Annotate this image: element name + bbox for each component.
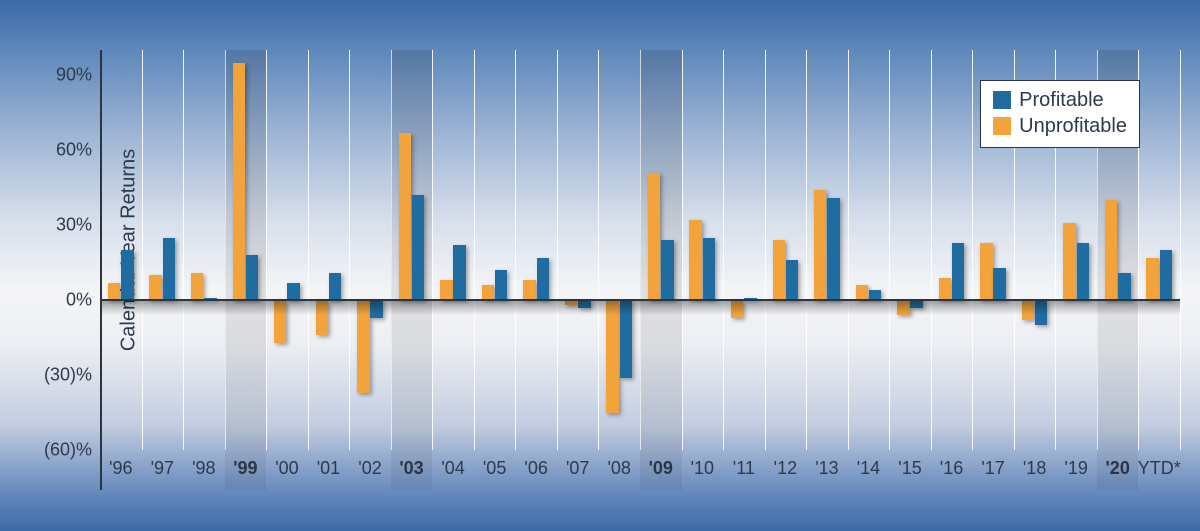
gridline xyxy=(682,50,683,450)
x-tick-label: YTD* xyxy=(1138,458,1181,479)
bar-unprofitable xyxy=(939,278,951,301)
bar-profitable xyxy=(412,195,424,300)
y-tick-label: 90% xyxy=(56,65,92,86)
x-tick-label: '01 xyxy=(317,458,340,479)
y-axis-line xyxy=(100,50,102,490)
gridline xyxy=(557,50,558,450)
bar-unprofitable xyxy=(980,243,992,301)
x-tick-label: '10 xyxy=(691,458,714,479)
y-tick-label: 0% xyxy=(66,290,92,311)
bar-unprofitable xyxy=(814,190,826,300)
bar-unprofitable xyxy=(1063,223,1075,301)
zero-baseline-shadow xyxy=(100,301,1180,315)
x-tick-label: '97 xyxy=(151,458,174,479)
gridline xyxy=(183,50,184,450)
gridline xyxy=(889,50,890,450)
y-tick-label: (60)% xyxy=(44,440,92,461)
x-tick-label: '98 xyxy=(192,458,215,479)
bar-unprofitable xyxy=(440,280,452,300)
x-tick-label: '14 xyxy=(857,458,880,479)
gridline xyxy=(349,50,350,450)
x-tick-label: '96 xyxy=(109,458,132,479)
bar-profitable xyxy=(121,250,133,300)
legend-swatch-unprofitable xyxy=(993,117,1011,135)
gridline xyxy=(598,50,599,450)
x-tick-label: '17 xyxy=(981,458,1004,479)
bar-unprofitable xyxy=(523,280,535,300)
x-tick-label: '13 xyxy=(815,458,838,479)
bar-profitable xyxy=(1118,273,1130,301)
gridline xyxy=(432,50,433,450)
x-tick-label: '02 xyxy=(358,458,381,479)
x-tick-label: '07 xyxy=(566,458,589,479)
x-tick-label: '06 xyxy=(524,458,547,479)
bar-unprofitable xyxy=(648,173,660,301)
bar-profitable xyxy=(495,270,507,300)
legend-item-profitable: Profitable xyxy=(993,87,1127,113)
bar-unprofitable xyxy=(233,63,245,301)
bar-profitable xyxy=(537,258,549,301)
bar-profitable xyxy=(287,283,299,301)
x-tick-label: '19 xyxy=(1064,458,1087,479)
bar-profitable xyxy=(993,268,1005,301)
bar-profitable xyxy=(786,260,798,300)
gridline xyxy=(515,50,516,450)
legend-label-unprofitable: Unprofitable xyxy=(1019,113,1127,139)
y-tick-label: 30% xyxy=(56,215,92,236)
bar-profitable xyxy=(827,198,839,301)
gridline xyxy=(1180,50,1181,450)
x-tick-label: '08 xyxy=(607,458,630,479)
x-tick-label: '12 xyxy=(774,458,797,479)
gridline xyxy=(142,50,143,450)
chart-container: Calendar Year Returns Profitable Unprofi… xyxy=(0,0,1200,531)
bar-profitable xyxy=(661,240,673,300)
x-tick-label: '16 xyxy=(940,458,963,479)
zero-baseline xyxy=(100,299,1180,301)
gridline xyxy=(723,50,724,450)
legend-swatch-profitable xyxy=(993,91,1011,109)
bar-unprofitable xyxy=(773,240,785,300)
bar-profitable xyxy=(453,245,465,300)
bar-unprofitable xyxy=(149,275,161,300)
bar-profitable xyxy=(246,255,258,300)
bar-profitable xyxy=(1077,243,1089,301)
bar-unprofitable xyxy=(1105,200,1117,300)
gridline xyxy=(765,50,766,450)
bar-profitable xyxy=(703,238,715,301)
x-tick-label: '18 xyxy=(1023,458,1046,479)
bar-unprofitable xyxy=(856,285,868,300)
y-tick-label: 60% xyxy=(56,140,92,161)
bar-unprofitable xyxy=(108,283,120,301)
bar-unprofitable xyxy=(1146,258,1158,301)
bar-profitable xyxy=(1160,250,1172,300)
gridline xyxy=(806,50,807,450)
bar-unprofitable xyxy=(191,273,203,301)
x-tick-label: '04 xyxy=(441,458,464,479)
gridline xyxy=(931,50,932,450)
x-tick-label: '11 xyxy=(733,458,755,479)
gridline xyxy=(474,50,475,450)
bar-unprofitable xyxy=(689,220,701,300)
legend-item-unprofitable: Unprofitable xyxy=(993,113,1127,139)
x-tick-label: '05 xyxy=(483,458,506,479)
bar-profitable xyxy=(952,243,964,301)
bar-unprofitable xyxy=(399,133,411,301)
bar-profitable xyxy=(329,273,341,301)
x-tick-label: '00 xyxy=(275,458,298,479)
bar-unprofitable xyxy=(606,300,618,413)
y-tick-label: (30)% xyxy=(44,365,92,386)
gridline xyxy=(972,50,973,450)
x-tick-label: '15 xyxy=(898,458,921,479)
bar-profitable xyxy=(163,238,175,301)
gridline xyxy=(308,50,309,450)
bar-unprofitable xyxy=(482,285,494,300)
legend-label-profitable: Profitable xyxy=(1019,87,1104,113)
legend: Profitable Unprofitable xyxy=(980,80,1140,148)
bar-chart: Calendar Year Returns Profitable Unprofi… xyxy=(100,50,1180,450)
gridline xyxy=(848,50,849,450)
gridline xyxy=(266,50,267,450)
